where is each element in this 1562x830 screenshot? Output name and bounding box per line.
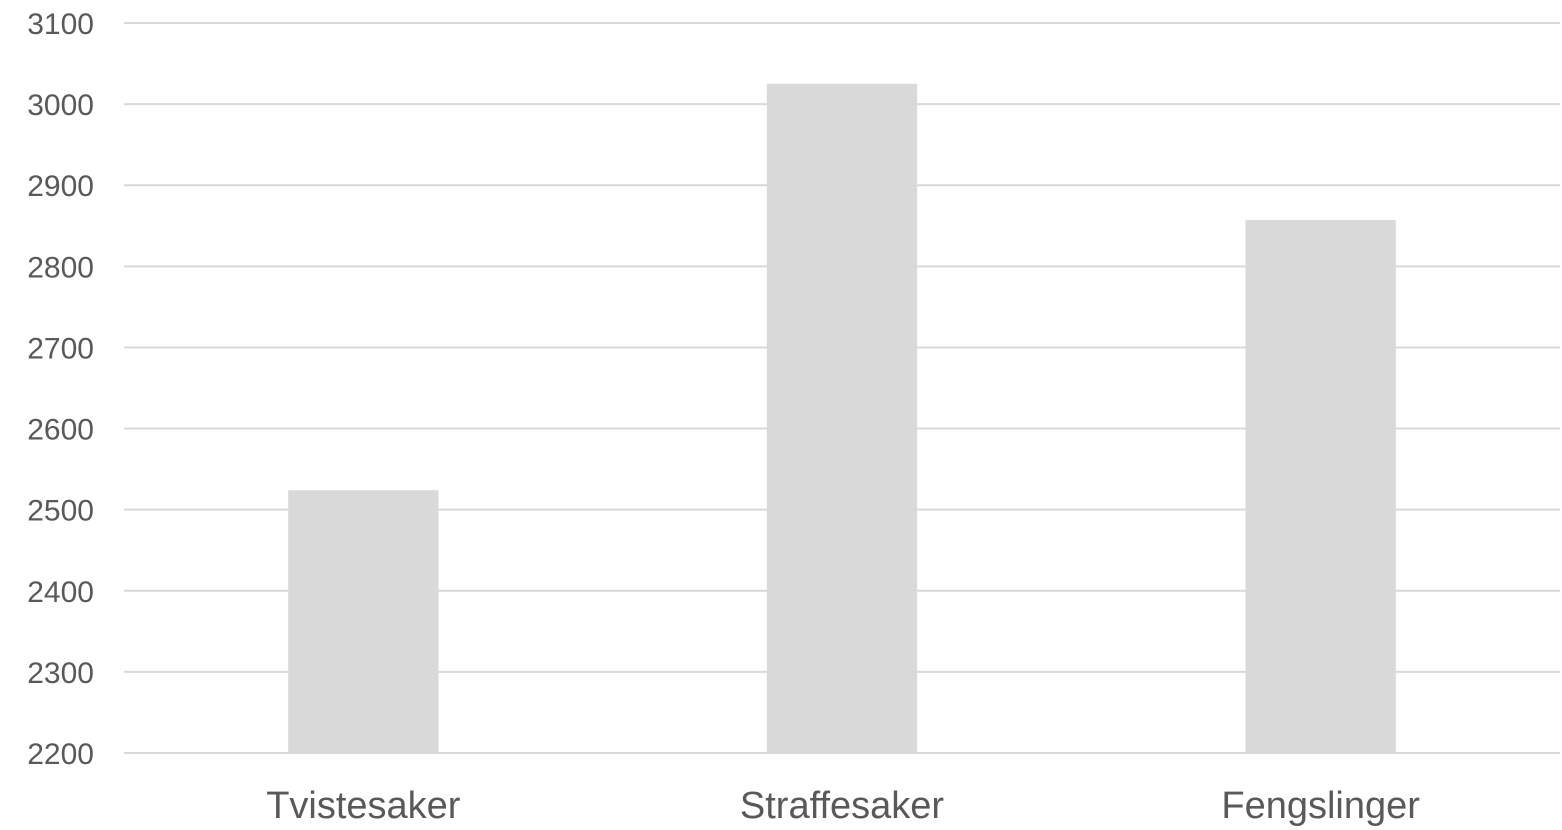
x-tick-label: Fengslinger	[1221, 785, 1420, 827]
bar-tvistesaker	[288, 490, 439, 753]
bar-fengslinger	[1245, 220, 1396, 754]
bar-straffesaker	[766, 83, 918, 754]
y-tick-label: 2200	[27, 738, 94, 771]
y-tick-label: 2800	[27, 251, 94, 284]
y-tick-label: 2400	[27, 576, 94, 609]
x-tick-label: Straffesaker	[740, 785, 945, 827]
x-axis-ticks: Tvistesaker Straffesaker Fengslinger	[266, 785, 1420, 827]
y-tick-label: 2300	[27, 657, 94, 690]
y-tick-label: 3000	[27, 89, 94, 122]
bars	[288, 83, 1396, 754]
y-tick-label: 2900	[27, 170, 94, 203]
y-tick-label: 3100	[27, 8, 94, 41]
y-tick-label: 2700	[27, 332, 94, 365]
y-tick-label: 2600	[27, 414, 94, 447]
y-axis-ticks: 2200 2300 2400 2500 2600 2700 2800 2900 3000 3100	[27, 8, 94, 771]
x-tick-label: Tvistesaker	[266, 785, 461, 827]
y-tick-label: 2500	[27, 495, 94, 528]
